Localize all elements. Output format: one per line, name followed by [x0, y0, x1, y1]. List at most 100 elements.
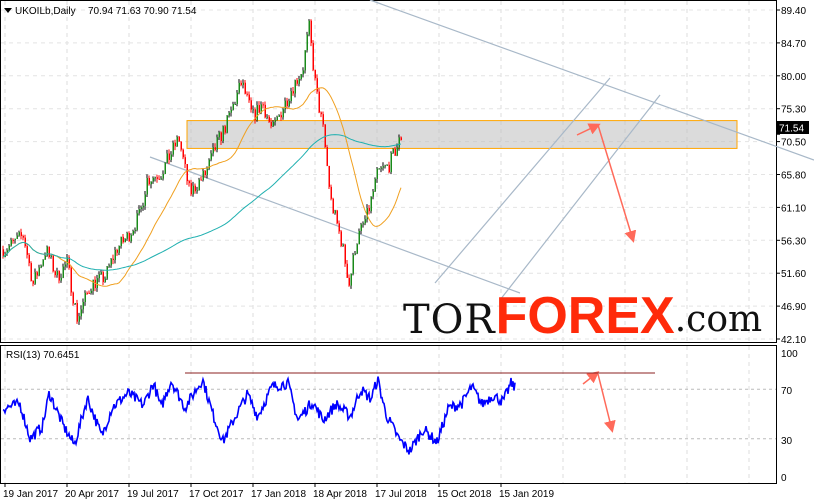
candle-body — [80, 309, 82, 317]
candle-body — [352, 254, 354, 274]
candle-body — [354, 253, 356, 255]
candle-body — [330, 186, 332, 199]
logo-com: .com — [674, 299, 763, 340]
candle-body — [326, 147, 328, 166]
candle-body — [384, 165, 386, 167]
candle-body — [24, 237, 26, 247]
candle-body — [286, 100, 288, 107]
candle-body — [156, 177, 158, 179]
candle-body — [340, 231, 342, 246]
candle-body — [144, 194, 146, 206]
moving-average-fast — [2, 87, 402, 287]
candle-body — [400, 137, 402, 140]
candle-body — [14, 238, 16, 241]
candle-body — [138, 209, 140, 214]
collapse-triangle-icon — [4, 8, 12, 13]
candle-body — [342, 244, 344, 246]
candle-body — [150, 181, 152, 185]
time-axis-label: 17 Jul 2018 — [375, 489, 427, 500]
candle-body — [356, 244, 358, 254]
candle-body — [346, 263, 348, 278]
candle-body — [310, 20, 312, 44]
candle-body — [366, 208, 368, 220]
candle-body — [232, 104, 234, 110]
candle-body — [324, 124, 326, 148]
candle-body — [288, 100, 290, 107]
price-axis-label: 51.60 — [781, 269, 806, 280]
candle-body — [128, 232, 130, 242]
candle-body — [318, 91, 320, 113]
candle-body — [236, 92, 238, 105]
candle-body — [338, 223, 340, 232]
candle-body — [364, 219, 366, 224]
candle-body — [84, 292, 86, 302]
candle-body — [110, 258, 112, 266]
candle-body — [38, 267, 40, 276]
candle-body — [102, 272, 104, 282]
candle-body — [192, 185, 194, 195]
forecast-arrow — [597, 373, 616, 433]
candle-body — [148, 177, 150, 185]
candle-body — [72, 292, 74, 304]
candle-body — [290, 91, 292, 101]
candle-body — [60, 277, 62, 281]
candle-body — [2, 249, 4, 257]
candle-body — [130, 235, 132, 242]
rsi-label: RSI(13) 70.6451 — [6, 350, 80, 361]
candle-body — [76, 303, 78, 322]
price-axis-label: 61.10 — [781, 203, 806, 214]
candle-body — [18, 232, 20, 236]
candle-body — [114, 249, 116, 260]
candle-body — [374, 178, 376, 192]
candle-body — [304, 50, 306, 71]
candle-body — [48, 246, 50, 257]
candle-body — [196, 190, 198, 192]
resistance-zone — [186, 120, 738, 149]
candle-body — [322, 114, 324, 125]
candle-body — [272, 121, 274, 127]
candle-body — [378, 168, 380, 170]
candle-body — [188, 181, 190, 184]
rsi-axis-label: 70 — [781, 386, 793, 397]
candle-body — [218, 132, 220, 138]
candle-body — [336, 210, 338, 224]
time-axis-label: 19 Jan 2017 — [3, 489, 58, 500]
candle-body — [360, 224, 362, 231]
candle-body — [40, 265, 42, 268]
candle-body — [134, 229, 136, 231]
candle-body — [26, 246, 28, 255]
candle-body — [54, 271, 56, 276]
time-axis-label: 15 Oct 2018 — [437, 489, 492, 500]
candle-body — [62, 266, 64, 278]
candle-body — [108, 265, 110, 267]
candle-body — [344, 244, 346, 264]
forecast-arrow — [576, 123, 601, 136]
rsi-axis-label: 0 — [781, 473, 787, 484]
candle-body — [32, 280, 34, 284]
candle-body — [58, 271, 60, 281]
candle-body — [180, 141, 182, 150]
candle-body — [186, 164, 188, 182]
candle-body — [226, 115, 228, 133]
candle-body — [106, 266, 108, 279]
candle-body — [194, 185, 196, 192]
current-price-label: 71.54 — [779, 124, 804, 135]
candle-body — [392, 148, 394, 153]
candle-body — [86, 292, 88, 294]
price-axis-label: 42.10 — [781, 335, 806, 346]
candle-body — [312, 43, 314, 70]
candle-body — [98, 274, 100, 279]
trend-line — [149, 156, 521, 294]
time-axis-label: 17 Oct 2017 — [189, 489, 244, 500]
candle-body — [8, 245, 10, 251]
candle-body — [198, 179, 200, 191]
candle-body — [124, 238, 126, 243]
candle-body — [262, 104, 264, 106]
price-axis-label: 56.30 — [781, 236, 806, 247]
rsi-axis-label: 100 — [781, 349, 798, 360]
candle-body — [240, 82, 242, 85]
candle-body — [208, 159, 210, 169]
candle-body — [242, 82, 244, 85]
candle-body — [332, 198, 334, 214]
